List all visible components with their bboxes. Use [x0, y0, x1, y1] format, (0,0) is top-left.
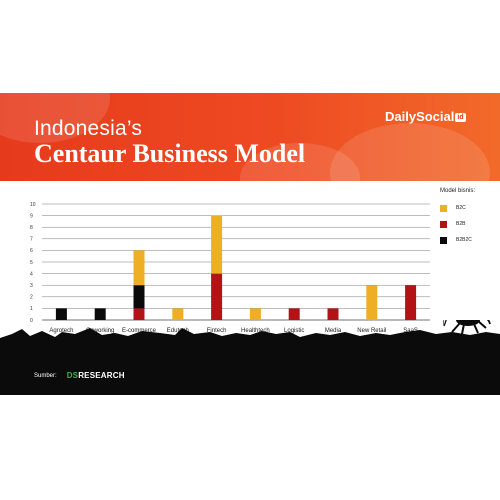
bar-e-commerce-b2c [133, 250, 145, 286]
header-banner: Indonesia’s Centaur Business Model Daily… [0, 93, 500, 181]
x-tick-label-e-commerce: E-commerce [122, 328, 157, 334]
bar-new-retail-b2c [366, 285, 378, 320]
bar-fintech-b2c [211, 215, 223, 274]
brand-logo: DailySocial id [385, 109, 466, 124]
y-tick-label: 9 [30, 213, 33, 219]
y-tick-label: 3 [30, 283, 33, 289]
x-tick-label-saas: SaaS [403, 328, 418, 334]
legend: Model bisnis: B2C B2B B2B2C [440, 188, 498, 248]
source-row: Sumber: DSRESEARCH [34, 371, 125, 380]
bar-fintech-b2b [211, 273, 223, 320]
bar-logistic-b2b [288, 308, 300, 320]
axis-labels: 0 1 2 3 4 5 6 7 8 9 10 Agrotech Coworking E-commerce E… [30, 202, 418, 334]
legend-item-b2b2c: B2B2C [440, 232, 498, 248]
mountain-silhouette [0, 320, 500, 395]
x-tick-label-new-retail: New Retail [357, 328, 386, 334]
bar-healthtech-b2c [249, 308, 261, 320]
bars [55, 215, 417, 320]
y-tick-label: 6 [30, 248, 33, 254]
y-tick-label: 5 [30, 260, 33, 266]
mountain-range [0, 328, 500, 395]
y-tick-label: 8 [30, 225, 33, 231]
y-tick-label: 1 [30, 306, 33, 312]
legend-swatch-b2c [440, 204, 447, 212]
bar-edutech-b2c [172, 308, 184, 320]
y-tick-label: 4 [30, 271, 33, 277]
bar-chart: 0 1 2 3 4 5 6 7 8 9 10 Agrotech Coworking E-commerce E… [30, 202, 430, 334]
y-tick-label: 2 [30, 295, 33, 301]
bar-saas-b2b [405, 285, 417, 320]
y-tick-label: 10 [30, 202, 36, 208]
source-logo-prefix: DS [66, 371, 79, 380]
legend-title: Model bisnis: [440, 188, 476, 194]
bar-e-commerce-b2b [133, 308, 145, 320]
x-tick-label-edutech: Edutech [167, 328, 189, 334]
bar-media-b2b [327, 308, 339, 320]
source-logo-name: RESEARCH [78, 371, 125, 380]
x-tick-label-media: Media [325, 328, 342, 334]
x-tick-label-fintech: Fintech [207, 328, 227, 334]
bar-e-commerce-b2b2c [133, 285, 145, 309]
x-tick-label-agrotech: Agrotech [49, 328, 73, 334]
x-tick-label-logistic: Logistic [284, 328, 304, 334]
legend-item-b2b: B2B [440, 216, 498, 232]
source-label: Sumber: [34, 372, 57, 379]
legend-swatch-b2b [440, 220, 447, 228]
legend-label-b2b: B2B [456, 221, 466, 227]
x-tick-label-healthtech: Healthtech [241, 328, 270, 334]
legend-label-b2c: B2C [456, 205, 466, 211]
title-line-1: Indonesia’s [34, 117, 143, 140]
legend-item-b2c: B2C [440, 200, 498, 216]
brand-name: DailySocial [385, 109, 455, 124]
gridlines [42, 203, 430, 321]
archer-centaur-icon [442, 320, 491, 335]
page-title: Centaur Business Model [34, 139, 306, 168]
source-logo: DSRESEARCH [67, 371, 125, 380]
legend-swatch-b2b2c [440, 236, 447, 244]
x-tick-label-coworking: Coworking [86, 328, 114, 334]
bar-agrotech-b2b2c [55, 308, 67, 320]
brand-mark: id [455, 113, 466, 122]
bar-coworking-b2b2c [94, 308, 106, 320]
legend-label-b2b2c: B2B2C [456, 237, 472, 243]
y-tick-label: 7 [30, 237, 33, 243]
y-tick-label: 0 [30, 318, 33, 324]
